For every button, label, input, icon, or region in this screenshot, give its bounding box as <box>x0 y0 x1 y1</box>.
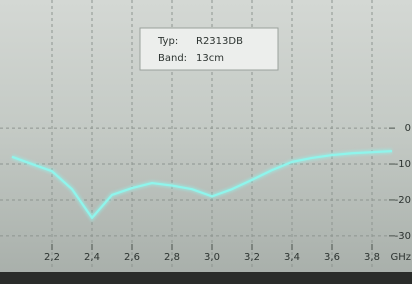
y-tick-label: -10 <box>395 159 411 170</box>
page: Typ: R2313DB Band: 13cm GHz 2,2 2,4 2,6 2,8… <box>0 0 412 284</box>
y-tick-label: -20 <box>395 195 411 206</box>
info-value: 13cm <box>196 53 224 64</box>
x-tick-label: 3,2 <box>244 252 260 263</box>
x-tick-label: 2,4 <box>84 252 100 263</box>
y-tick-label: 0 <box>405 123 411 134</box>
x-tick-label: 3,8 <box>364 252 380 263</box>
x-tick-label: 3,4 <box>284 252 300 263</box>
y-tick-label: -30 <box>395 231 411 242</box>
info-value: R2313DB <box>196 36 243 47</box>
x-tick-label: 2,8 <box>164 252 180 263</box>
x-tick-label: 3,0 <box>204 252 220 263</box>
x-tick-label: 3,6 <box>324 252 340 263</box>
info-label: Typ: <box>157 36 178 47</box>
x-tick-label: 2,6 <box>124 252 140 263</box>
info-label: Band: <box>158 53 187 64</box>
chart: Typ: R2313DB Band: 13cm GHz 2,2 2,4 2,6 2,8… <box>0 0 412 284</box>
x-tick-label: 2,2 <box>44 252 60 263</box>
x-axis-label: GHz <box>390 252 411 263</box>
